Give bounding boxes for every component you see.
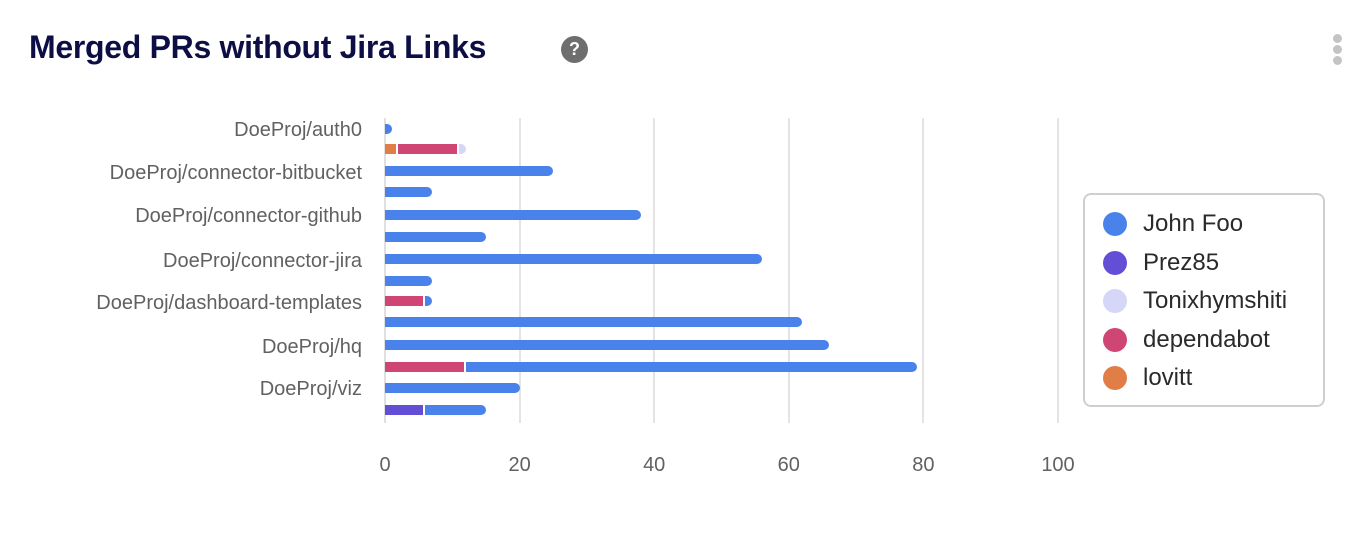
bar[interactable]	[385, 254, 762, 264]
bar-segment-john-foo[interactable]	[425, 405, 486, 415]
y-axis-label: DoeProj/viz	[259, 378, 362, 400]
kebab-dot	[1332, 34, 1342, 43]
legend: John Foo Prez85 Tonixhymshiti dependabot lov…	[1083, 193, 1325, 407]
bar-segment-john-foo[interactable]	[385, 340, 830, 350]
kebab-dot	[1332, 56, 1342, 65]
chart-title: Merged PRs without Jira Links	[29, 29, 487, 65]
legend-dot-icon	[1103, 366, 1127, 390]
bar-segment-tonixhymshiti[interactable]	[459, 144, 466, 154]
gridline	[384, 118, 386, 423]
bar[interactable]	[385, 362, 917, 372]
help-icon[interactable]: ?	[561, 36, 588, 63]
x-tick-label: 0	[379, 454, 391, 476]
legend-dot-icon	[1103, 250, 1127, 275]
bar[interactable]	[385, 340, 830, 350]
legend-item-dependabot[interactable]: dependabot	[1103, 325, 1270, 353]
gridline	[922, 118, 925, 423]
bar-segment-john-foo[interactable]	[465, 362, 917, 372]
x-tick-label: 80	[912, 454, 935, 476]
legend-item-prez85[interactable]: Prez85	[1103, 248, 1220, 276]
legend-item-tonixhymshiti[interactable]: Tonixhymshiti	[1103, 287, 1288, 314]
y-axis-label: DoeProj/dashboard-templates	[96, 292, 362, 314]
bar-segment-john-foo[interactable]	[385, 166, 554, 176]
y-axis-label: DoeProj/hq	[261, 336, 362, 358]
bar-segment-john-foo[interactable]	[385, 187, 433, 197]
gridline	[518, 118, 521, 423]
bar-segment-dependabot[interactable]	[398, 144, 458, 154]
gridline	[653, 118, 656, 423]
bar[interactable]	[385, 383, 520, 393]
bar[interactable]	[385, 166, 554, 176]
x-tick-label: 40	[643, 454, 666, 476]
bar[interactable]	[385, 296, 433, 306]
y-axis-label: DoeProj/connector-github	[135, 205, 362, 227]
legend-item-lovitt[interactable]: lovitt	[1103, 364, 1193, 391]
legend-label: Tonixhymshiti	[1143, 287, 1288, 314]
x-tick-label: 60	[777, 454, 800, 476]
legend-item-john-foo[interactable]: John Foo	[1103, 210, 1244, 237]
bar-segment-john-foo[interactable]	[385, 254, 762, 264]
more-options-icon[interactable]	[1328, 34, 1346, 66]
y-axis-label: DoeProj/connector-bitbucket	[109, 162, 362, 184]
bar-segment-john-foo[interactable]	[385, 124, 392, 134]
bar-segment-lovitt[interactable]	[385, 144, 397, 154]
bar-segment-dependabot[interactable]	[385, 296, 424, 306]
bar-segment-prez85[interactable]	[385, 405, 424, 415]
bar-segment-john-foo[interactable]	[385, 317, 803, 327]
plot-area	[384, 118, 1085, 423]
legend-dot-icon	[1103, 327, 1127, 352]
bar[interactable]	[385, 144, 466, 154]
x-tick-label: 100	[1041, 454, 1075, 476]
legend-label: lovitt	[1143, 364, 1193, 391]
legend-label: John Foo	[1143, 210, 1244, 237]
bar-segment-dependabot[interactable]	[385, 362, 464, 372]
legend-dot-icon	[1103, 212, 1127, 236]
bar-segment-john-foo[interactable]	[385, 210, 641, 220]
y-axis-label: DoeProj/connector-jira	[163, 250, 362, 272]
legend-dot-icon	[1103, 289, 1127, 313]
legend-label: Prez85	[1143, 248, 1220, 276]
gridline	[1057, 118, 1059, 423]
bar-segment-john-foo[interactable]	[425, 296, 433, 306]
gridline	[787, 118, 790, 423]
bar[interactable]	[385, 232, 486, 242]
bar[interactable]	[385, 210, 641, 220]
bar[interactable]	[385, 187, 433, 197]
bar[interactable]	[385, 276, 433, 286]
bar[interactable]	[385, 124, 392, 134]
bar-segment-john-foo[interactable]	[385, 232, 486, 242]
bar-segment-john-foo[interactable]	[385, 276, 433, 286]
bar[interactable]	[385, 317, 803, 327]
legend-label: dependabot	[1143, 325, 1270, 353]
bar-segment-john-foo[interactable]	[385, 383, 520, 393]
x-tick-label: 20	[508, 454, 531, 476]
y-axis-label: DoeProj/auth0	[234, 119, 362, 141]
kebab-dot	[1332, 45, 1342, 54]
bar[interactable]	[385, 405, 486, 415]
